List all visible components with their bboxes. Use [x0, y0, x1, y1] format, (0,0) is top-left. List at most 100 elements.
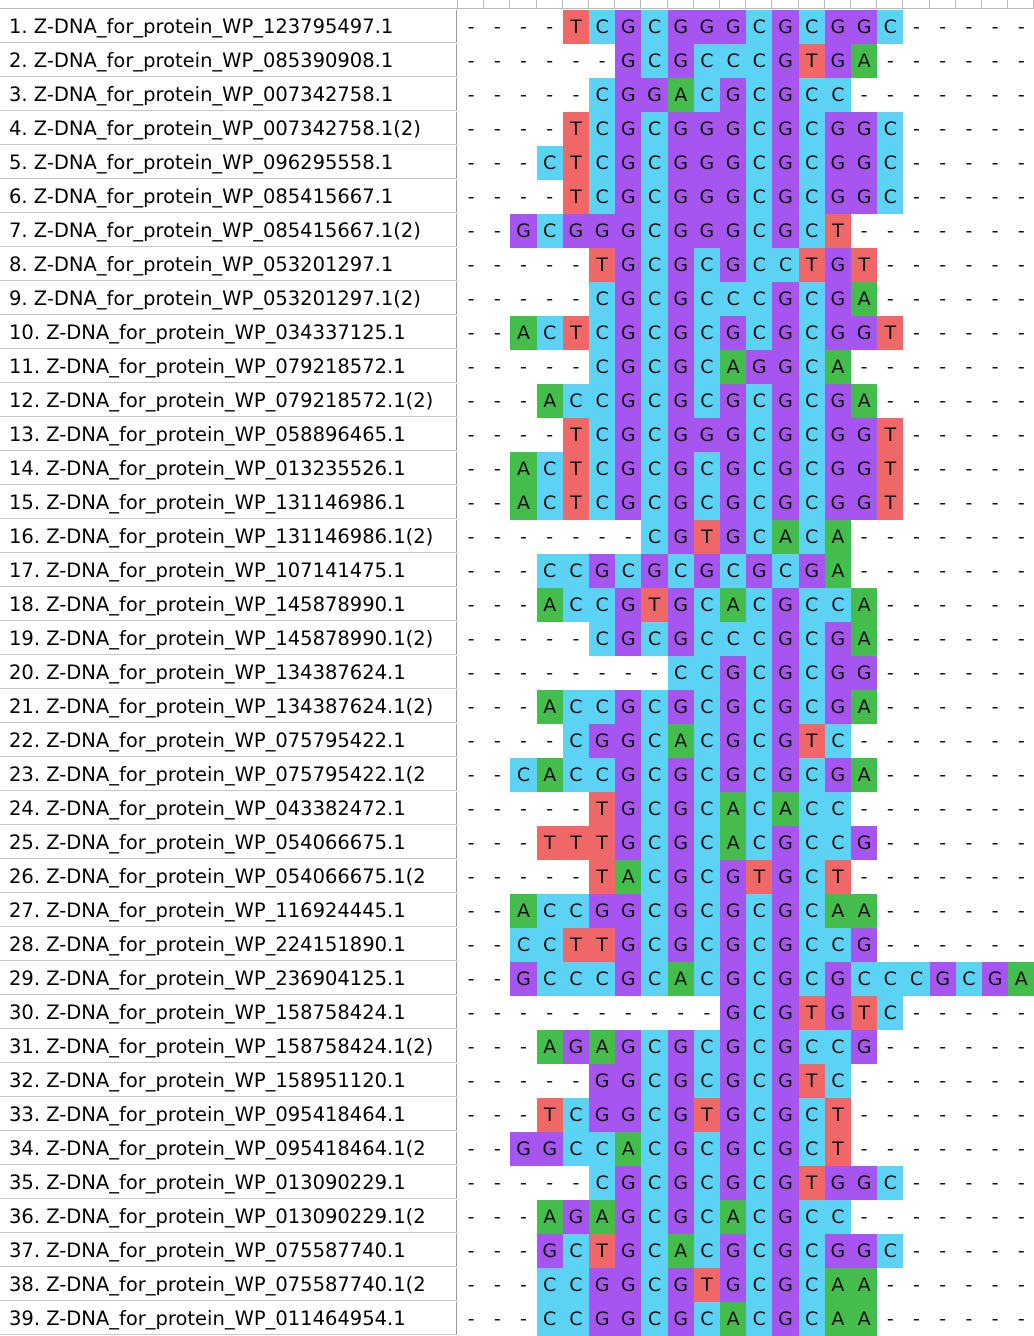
sequence-label[interactable]: 3. Z-DNA_for_protein_WP_007342758.1 [0, 78, 457, 111]
gap: - [520, 594, 527, 616]
sequence-label[interactable]: 10. Z-DNA_for_protein_WP_034337125.1 [0, 316, 457, 349]
gap: - [913, 900, 920, 922]
nucleotide: G [536, 1234, 563, 1268]
gap: - [572, 628, 580, 650]
sequence-label[interactable]: 37. Z-DNA_for_protein_WP_075587740.1 [0, 1234, 457, 1267]
sequence-label[interactable]: 21. Z-DNA_for_protein_WP_134387624.1(2) [0, 690, 457, 723]
gap: - [991, 152, 999, 174]
gap: - [546, 1172, 554, 1194]
nucleotide: G [851, 1030, 878, 1064]
sequence-label[interactable]: 32. Z-DNA_for_protein_WP_158951120.1 [0, 1064, 457, 1097]
nucleotide: G [851, 1234, 878, 1268]
sequence-label[interactable]: 4. Z-DNA_for_protein_WP_007342758.1(2) [0, 112, 457, 145]
nucleotide: C [589, 452, 616, 486]
gap: - [913, 356, 920, 378]
sequence-label[interactable]: 2. Z-DNA_for_protein_WP_085390908.1 [0, 44, 457, 77]
sequence-label[interactable]: 8. Z-DNA_for_protein_WP_053201297.1 [0, 248, 457, 281]
sequence-label[interactable]: 14. Z-DNA_for_protein_WP_013235526.1 [0, 452, 457, 485]
gap: - [520, 1002, 527, 1024]
gap: - [939, 356, 947, 378]
sequence-label[interactable]: 18. Z-DNA_for_protein_WP_145878990.1 [0, 588, 457, 621]
nucleotide: A [851, 622, 878, 656]
nucleotide: C [798, 962, 825, 996]
sequence-label[interactable]: 7. Z-DNA_for_protein_WP_085415667.1(2) [0, 214, 457, 247]
gap: - [965, 1172, 973, 1194]
gap: - [572, 1070, 580, 1092]
header-column [562, 0, 589, 9]
nucleotide: A [589, 1200, 616, 1234]
sequence-label[interactable]: 9. Z-DNA_for_protein_WP_053201297.1(2) [0, 282, 457, 315]
sequence-label[interactable]: 28. Z-DNA_for_protein_WP_224151890.1 [0, 928, 457, 961]
nucleotide: G [720, 1166, 747, 1200]
nucleotide: A [720, 792, 747, 826]
nucleotide: C [720, 44, 747, 78]
nucleotide: C [510, 758, 537, 792]
sequence-label[interactable]: 6. Z-DNA_for_protein_WP_085415667.1 [0, 180, 457, 213]
nucleotide: C [589, 758, 616, 792]
nucleotide: T [824, 214, 851, 248]
sequence-label[interactable]: 13. Z-DNA_for_protein_WP_058896465.1 [0, 418, 457, 451]
nucleotide: G [667, 520, 694, 554]
sequence-label[interactable]: 33. Z-DNA_for_protein_WP_095418464.1 [0, 1098, 457, 1131]
nucleotide: C [562, 588, 589, 622]
sequence-label[interactable]: 27. Z-DNA_for_protein_WP_116924445.1 [0, 894, 457, 927]
gap: - [546, 866, 554, 888]
sequence-label[interactable]: 30. Z-DNA_for_protein_WP_158758424.1 [0, 996, 457, 1029]
sequence-label[interactable]: 26. Z-DNA_for_protein_WP_054066675.1(2 [0, 860, 457, 893]
sequence-label[interactable]: 35. Z-DNA_for_protein_WP_013090229.1 [0, 1166, 457, 1199]
gap: - [965, 152, 973, 174]
sequence-label[interactable]: 38. Z-DNA_for_protein_WP_075587740.1(2 [0, 1268, 457, 1301]
sequence-label[interactable]: 36. Z-DNA_for_protein_WP_013090229.1(2 [0, 1200, 457, 1233]
sequence-label[interactable]: 25. Z-DNA_for_protein_WP_054066675.1 [0, 826, 457, 859]
sequence-label[interactable]: 5. Z-DNA_for_protein_WP_096295558.1 [0, 146, 457, 179]
gap: - [493, 968, 501, 990]
gap: - [493, 1240, 501, 1262]
nucleotide: C [746, 1302, 773, 1336]
nucleotide: C [798, 146, 825, 180]
gap: - [965, 1104, 973, 1126]
gap: - [520, 1070, 527, 1092]
sequence-label[interactable]: 16. Z-DNA_for_protein_WP_131146986.1(2) [0, 520, 457, 553]
nucleotide: G [667, 1098, 694, 1132]
gap: - [860, 220, 868, 242]
sequence-label[interactable]: 12. Z-DNA_for_protein_WP_079218572.1(2) [0, 384, 457, 417]
gap: - [939, 730, 947, 752]
gap: - [860, 866, 868, 888]
nucleotide: C [746, 758, 773, 792]
sequence-label[interactable]: 31. Z-DNA_for_protein_WP_158758424.1(2) [0, 1030, 457, 1063]
gap: - [965, 628, 973, 650]
sequence-label[interactable]: 24. Z-DNA_for_protein_WP_043382472.1 [0, 792, 457, 825]
nucleotide: C [641, 44, 668, 78]
gap: - [991, 526, 999, 548]
sequence-label[interactable]: 39. Z-DNA_for_protein_WP_011464954.1 [0, 1302, 457, 1335]
gap: - [520, 288, 527, 310]
sequence-label[interactable]: 15. Z-DNA_for_protein_WP_131146986.1 [0, 486, 457, 519]
gap: - [991, 1274, 999, 1296]
gap: - [991, 322, 999, 344]
sequence-label[interactable]: 11. Z-DNA_for_protein_WP_079218572.1 [0, 350, 457, 383]
nucleotide: A [510, 894, 537, 928]
nucleotide: C [693, 248, 720, 282]
gap: - [991, 1240, 999, 1262]
sequence-label[interactable]: 34. Z-DNA_for_protein_WP_095418464.1(2 [0, 1132, 457, 1165]
sequence-label[interactable]: 19. Z-DNA_for_protein_WP_145878990.1(2) [0, 622, 457, 655]
nucleotide: C [641, 1166, 668, 1200]
nucleotide: G [798, 554, 825, 588]
sequence-label[interactable]: 17. Z-DNA_for_protein_WP_107141475.1 [0, 554, 457, 587]
gap: - [1017, 16, 1025, 38]
nucleotide: C [746, 384, 773, 418]
nucleotide: G [720, 248, 747, 282]
nucleotide: C [746, 1132, 773, 1166]
sequence-label[interactable]: 29. Z-DNA_for_protein_WP_236904125.1 [0, 962, 457, 995]
nucleotide: C [798, 384, 825, 418]
sequence-label[interactable]: 1. Z-DNA_for_protein_WP_123795497.1 [0, 10, 457, 43]
nucleotide: G [667, 418, 694, 452]
sequence-label[interactable]: 23. Z-DNA_for_protein_WP_075795422.1(2 [0, 758, 457, 791]
nucleotide: C [562, 1234, 589, 1268]
sequence-label[interactable]: 20. Z-DNA_for_protein_WP_134387624.1 [0, 656, 457, 689]
gap: - [467, 798, 475, 820]
sequence-label[interactable]: 22. Z-DNA_for_protein_WP_075795422.1 [0, 724, 457, 757]
nucleotide: G [589, 554, 616, 588]
gap: - [493, 50, 501, 72]
header-column [589, 0, 616, 9]
